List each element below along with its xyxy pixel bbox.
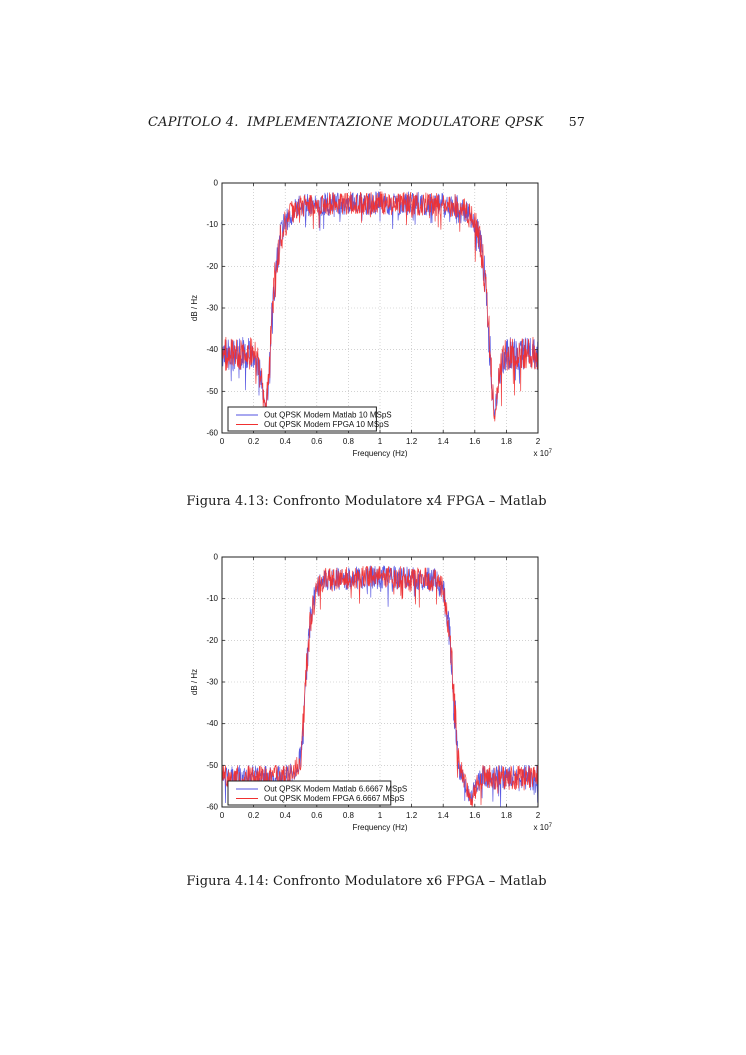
x-tick-label: 0.8 [343, 437, 355, 446]
x-scale-label: x 107 [534, 449, 553, 458]
axis-ticks [221, 182, 539, 434]
x-tick-label: 1.6 [469, 437, 481, 446]
x-tick-label: 2 [536, 437, 541, 446]
figure-caption-4-14: Figura 4.14: Confronto Modulatore x6 FPG… [186, 874, 547, 889]
x-tick-label: 1.8 [501, 437, 513, 446]
page-number: 57 [568, 114, 585, 129]
y-axis-label: dB / Hz [190, 295, 199, 321]
x-tick-label: 1 [378, 437, 383, 446]
x-tick-label: 1.4 [438, 811, 450, 820]
x-tick-label: 0.6 [311, 437, 323, 446]
x-tick-label: 0 [220, 811, 225, 820]
x-scale-exponent: 7 [549, 449, 553, 455]
legend-box [227, 406, 377, 432]
x-tick-label: 1.8 [501, 811, 513, 820]
page-header: CAPITOLO 4. IMPLEMENTAZIONE MODULATORE Q… [148, 114, 585, 130]
x-tick-label: 0.2 [248, 437, 260, 446]
spectrum-plot-x6: 0 0.2 0.4 0.6 0.8 1 1.2 1.4 1.6 1.8 2 0 -10 -20 -30 -40… [190, 553, 553, 833]
y-tick-label: 0 [214, 179, 219, 188]
legend-label: Out QPSK Modem FPGA 6.6667 MSpS [264, 794, 405, 803]
series-line-fpga [221, 565, 539, 807]
y-tick-label: -10 [206, 220, 218, 229]
x-tick-label: 1 [378, 811, 383, 820]
y-tick-label: -40 [206, 345, 218, 354]
x-scale-exponent: 7 [549, 823, 553, 829]
chapter-header-text: CAPITOLO 4. IMPLEMENTAZIONE MODULATORE Q… [148, 115, 544, 130]
legend-label: Out QPSK Modem FPGA 10 MSpS [264, 420, 389, 429]
figure-caption-4-13: Figura 4.13: Confronto Modulatore x4 FPG… [186, 494, 547, 509]
series-traces [221, 191, 539, 422]
y-tick-label: -30 [206, 678, 218, 687]
axis-box [221, 556, 539, 808]
axis-labels: 0 0.2 0.4 0.6 0.8 1 1.2 1.4 1.6 1.8 2 0 -10 -20 -30 -40… [206, 179, 540, 447]
axis-ticks [221, 556, 539, 808]
legend-label: Out QPSK Modem Matlab 6.6667 MSpS [264, 785, 407, 794]
y-tick-label: -30 [206, 304, 218, 313]
y-tick-label: -20 [206, 262, 218, 271]
y-tick-label: -20 [206, 636, 218, 645]
y-tick-label: -40 [206, 719, 218, 728]
y-tick-label: -50 [206, 387, 218, 396]
x-tick-label: 0.4 [280, 811, 292, 820]
y-tick-label: -50 [206, 761, 218, 770]
y-tick-label: -60 [206, 803, 218, 812]
x-tick-label: 0.2 [248, 811, 260, 820]
x-tick-label: 0.4 [280, 437, 292, 446]
grid [222, 557, 538, 807]
x-tick-label: 0.6 [311, 811, 323, 820]
x-tick-label: 0.8 [343, 811, 355, 820]
x-axis-label: Frequency (Hz) [352, 823, 407, 832]
series-line-fpga [221, 191, 539, 422]
y-axis-label: dB / Hz [190, 669, 199, 695]
x-tick-label: 1.2 [406, 811, 418, 820]
legend-box [227, 780, 392, 806]
x-axis-label: Frequency (Hz) [352, 449, 407, 458]
x-tick-label: 0 [220, 437, 225, 446]
axis-labels: 0 0.2 0.4 0.6 0.8 1 1.2 1.4 1.6 1.8 2 0 -10 -20 -30 -40… [206, 553, 540, 821]
spectrum-plot-x4: 0 0.2 0.4 0.6 0.8 1 1.2 1.4 1.6 1.8 2 0 -10 -20 -30 -40… [190, 179, 553, 459]
x-tick-label: 1.4 [438, 437, 450, 446]
x-tick-label: 1.2 [406, 437, 418, 446]
x-tick-label: 1.6 [469, 811, 481, 820]
y-tick-label: 0 [214, 553, 219, 562]
legend-label: Out QPSK Modem Matlab 10 MSpS [264, 411, 392, 420]
x-scale-label: x 107 [534, 823, 553, 832]
y-tick-label: -60 [206, 429, 218, 438]
y-tick-label: -10 [206, 594, 218, 603]
x-tick-label: 2 [536, 811, 541, 820]
